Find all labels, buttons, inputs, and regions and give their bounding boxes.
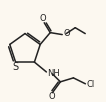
Text: O: O [63,29,70,38]
Text: S: S [13,62,19,72]
Text: Cl: Cl [86,80,95,89]
Text: O: O [48,92,55,101]
Text: NH: NH [47,69,60,78]
Text: O: O [40,14,47,23]
